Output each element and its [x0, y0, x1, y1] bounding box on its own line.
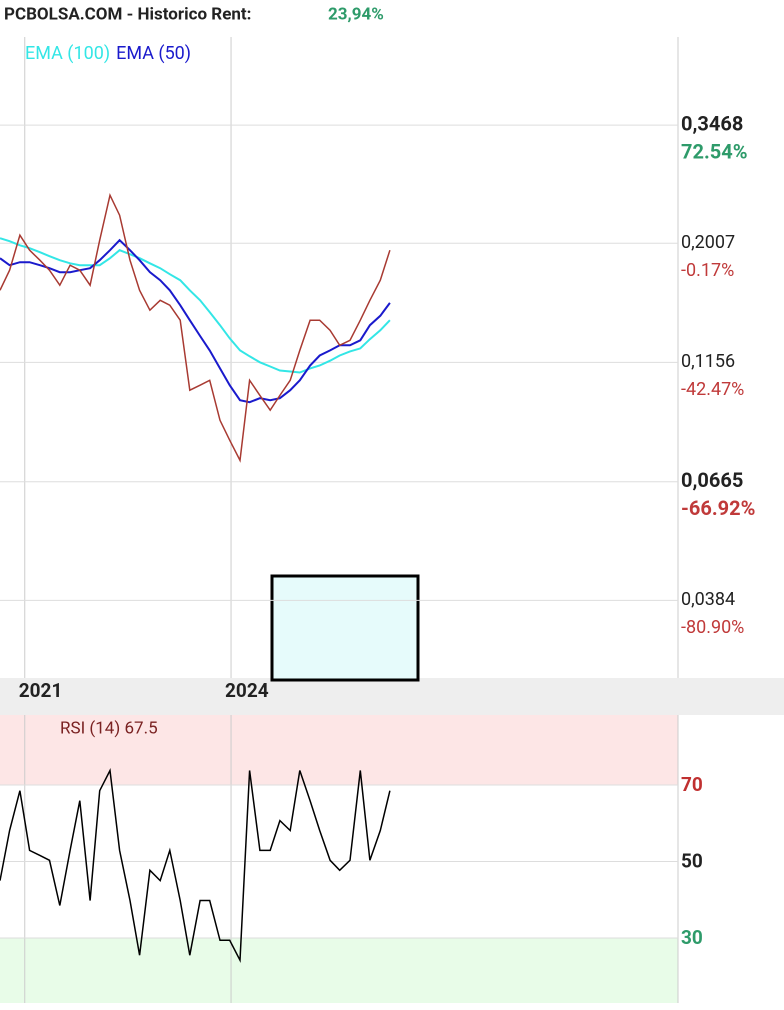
- oversold-band: [0, 937, 678, 1003]
- y-tick-label: 70: [681, 773, 703, 796]
- x-tick-label: 2024: [225, 679, 269, 702]
- return-label: 23,94%: [328, 4, 384, 24]
- x-tick-label: 2021: [19, 679, 63, 702]
- ema-line: [0, 238, 391, 404]
- legend-entry: EMA (50): [116, 43, 191, 64]
- highlight-box: [270, 574, 420, 682]
- rsi-title: RSI (14) 67.5: [60, 718, 158, 738]
- y-tick-label: 0,2007: [681, 232, 735, 253]
- y-tick-label: 0,0384: [681, 589, 735, 610]
- y-tick-label: 0,1156: [681, 351, 735, 372]
- legend-entry: EMA (100): [25, 43, 110, 64]
- y-tick-label: 0,3468: [681, 111, 743, 135]
- y-tick-change: -66.92%: [681, 496, 755, 520]
- y-tick-change: -80.90%: [681, 617, 744, 638]
- rsi-line: [0, 767, 391, 964]
- y-tick-label: 0,0665: [681, 468, 743, 492]
- y-tick-label: 30: [681, 926, 703, 949]
- overbought-band: [0, 715, 678, 785]
- price-line: [0, 192, 391, 463]
- y-tick-label: 50: [681, 850, 703, 873]
- chart-title: PCBOLSA.COM - Historico Rent:: [4, 4, 251, 24]
- y-tick-change: -42.47%: [681, 379, 744, 400]
- ema-line: [0, 237, 391, 374]
- axis-band: [0, 678, 784, 715]
- y-tick-change: 72.54%: [681, 139, 747, 163]
- y-tick-change: -0.17%: [681, 260, 734, 281]
